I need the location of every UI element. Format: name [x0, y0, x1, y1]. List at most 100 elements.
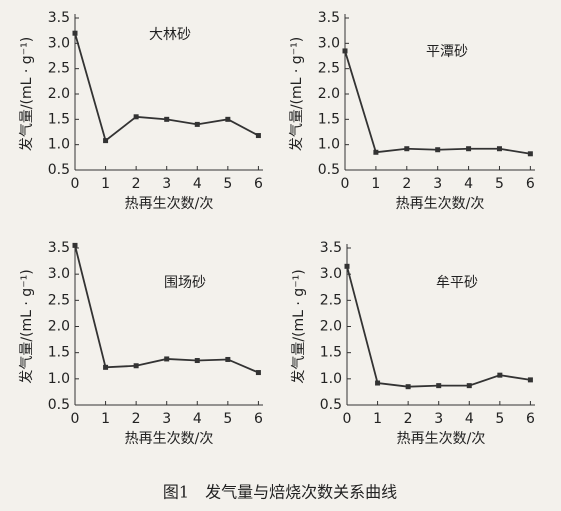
data-point — [344, 263, 350, 269]
y-tick-label: 3.0 — [320, 266, 342, 282]
x-tick-label: 6 — [526, 176, 535, 192]
y-tick-label: 2.0 — [318, 86, 340, 102]
y-tick-label: 0.5 — [320, 397, 342, 413]
x-axis-label: 热再生次数/次 — [396, 196, 485, 212]
y-tick-label: 1.5 — [48, 345, 70, 361]
data-line — [344, 50, 531, 155]
x-tick-label: 2 — [402, 176, 411, 192]
y-tick-label: 1.5 — [320, 345, 342, 361]
y-tick-label: 2.0 — [48, 319, 70, 335]
data-point — [164, 116, 170, 122]
data-point — [133, 363, 139, 369]
y-tick-label: 1.0 — [320, 371, 342, 387]
data-point — [194, 358, 200, 364]
x-tick-label: 0 — [71, 411, 80, 427]
data-point — [194, 121, 200, 127]
y-tick-label: 1.5 — [318, 111, 340, 127]
y-tick-label: 2.0 — [320, 319, 342, 335]
y-tick-label: 2.5 — [320, 292, 342, 308]
x-tick-label: 1 — [371, 176, 380, 192]
y-tick-label: 2.0 — [48, 86, 70, 102]
x-tick-label: 0 — [71, 176, 80, 192]
x-tick-label: 2 — [132, 176, 141, 192]
data-point — [527, 377, 533, 383]
x-tick-label: 4 — [193, 176, 202, 192]
x-tick-label: 6 — [254, 176, 263, 192]
data-line — [74, 32, 259, 143]
x-axis-label: 热再生次数/次 — [125, 431, 214, 447]
y-tick-label: 3.5 — [48, 240, 70, 256]
y-tick-label: 1.0 — [318, 137, 340, 153]
y-tick-label: 3.0 — [318, 35, 340, 51]
x-tick-label: 2 — [132, 411, 141, 427]
x-tick-label: 1 — [101, 176, 110, 192]
data-point — [225, 356, 231, 362]
data-point — [496, 146, 502, 152]
annotation: 平潭砂 — [426, 43, 468, 60]
x-tick-label: 1 — [373, 411, 382, 427]
y-tick-label: 1.0 — [48, 137, 70, 153]
x-tick-label: 5 — [223, 176, 232, 192]
data-point — [72, 242, 78, 248]
x-tick-label: 4 — [464, 176, 473, 192]
y-axis-label: 发气量/(mL · g⁻¹) — [19, 37, 35, 151]
x-tick-label: 3 — [162, 176, 171, 192]
x-tick-label: 5 — [223, 411, 232, 427]
data-point — [436, 383, 442, 389]
data-point — [435, 147, 441, 153]
annotation: 围场砂 — [164, 275, 206, 291]
x-tick-label: 5 — [495, 176, 504, 192]
x-tick-label: 3 — [162, 411, 171, 427]
y-tick-label: 1.5 — [48, 111, 70, 127]
x-tick-label: 4 — [193, 411, 202, 427]
data-point — [405, 384, 411, 390]
y-axis-label: 发气量/(mL · g⁻¹) — [19, 269, 35, 383]
data-point — [466, 383, 472, 389]
x-tick-label: 0 — [343, 411, 352, 427]
data-point — [375, 380, 381, 386]
y-tick-label: 0.5 — [318, 162, 340, 178]
data-line — [74, 245, 259, 374]
x-tick-label: 6 — [254, 411, 263, 427]
data-point — [255, 133, 261, 139]
data-point — [72, 30, 78, 36]
y-tick-label: 1.0 — [48, 371, 70, 387]
x-tick-label: 3 — [434, 411, 443, 427]
y-axis-label: 发气量/(mL · g⁻¹) — [291, 269, 307, 383]
x-tick-label: 3 — [433, 176, 442, 192]
y-tick-label: 0.5 — [48, 397, 70, 413]
data-point — [133, 114, 139, 120]
y-tick-label: 2.5 — [48, 61, 70, 77]
data-point — [164, 356, 170, 362]
y-tick-label: 3.0 — [48, 266, 70, 282]
data-point — [527, 151, 533, 157]
x-tick-label: 5 — [495, 411, 504, 427]
y-axis-label: 发气量/(mL · g⁻¹) — [289, 37, 305, 151]
y-tick-label: 3.0 — [48, 35, 70, 51]
data-point — [103, 364, 109, 370]
x-tick-label: 1 — [101, 411, 110, 427]
annotation: 牟平砂 — [436, 275, 478, 291]
annotation: 大林砂 — [149, 27, 191, 43]
data-point — [255, 370, 261, 376]
y-tick-label: 2.5 — [318, 61, 340, 77]
y-tick-label: 3.5 — [318, 10, 340, 26]
data-point — [373, 149, 379, 155]
y-tick-label: 3.5 — [48, 10, 70, 26]
data-point — [497, 372, 503, 378]
y-tick-label: 3.5 — [320, 240, 342, 256]
y-tick-label: 2.5 — [48, 292, 70, 308]
figure-caption: 图1 发气量与焙烧次数关系曲线 — [163, 483, 397, 502]
data-point — [342, 48, 348, 54]
data-point — [103, 138, 109, 144]
x-axis-label: 热再生次数/次 — [125, 196, 214, 212]
x-axis-label: 热再生次数/次 — [397, 431, 486, 447]
data-point — [466, 146, 472, 152]
x-tick-label: 2 — [404, 411, 413, 427]
data-point — [404, 146, 410, 152]
x-tick-label: 4 — [465, 411, 474, 427]
y-tick-label: 0.5 — [48, 162, 70, 178]
x-tick-label: 0 — [341, 176, 350, 192]
data-point — [225, 116, 231, 122]
